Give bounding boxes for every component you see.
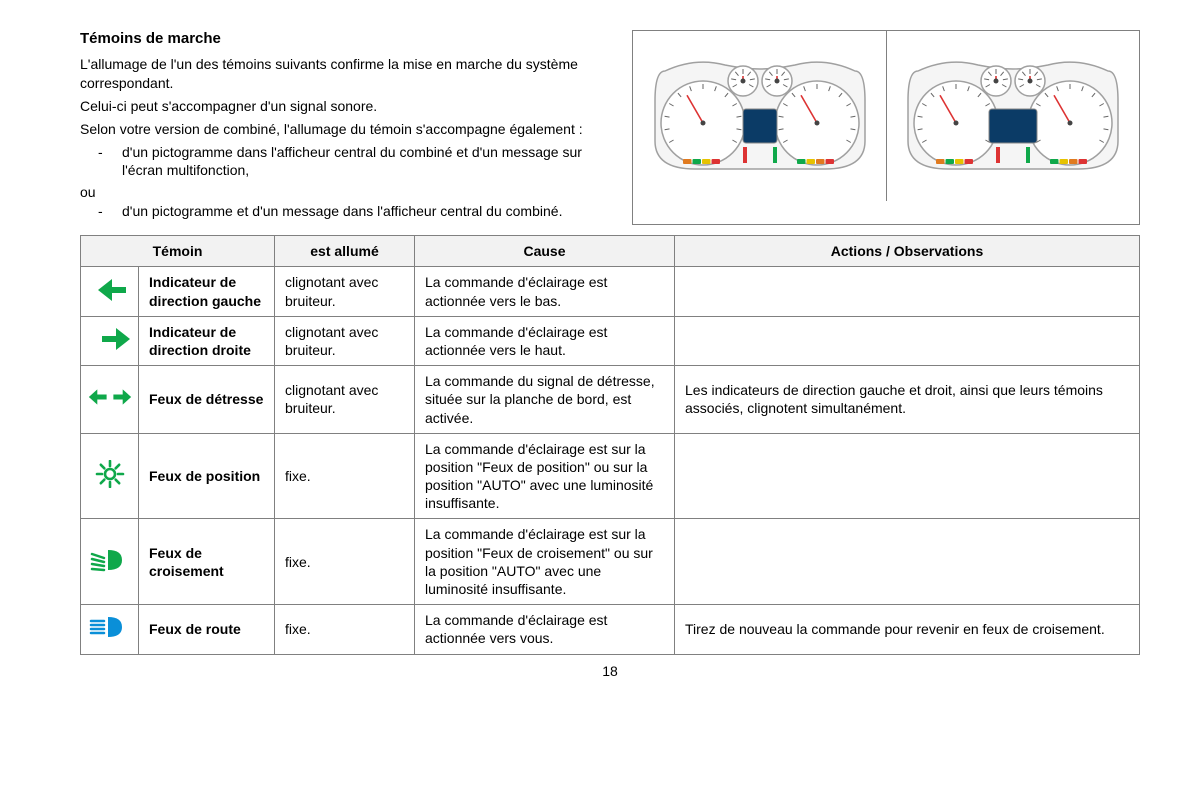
table-row: Feux de croisement fixe. La commande d'é…	[81, 519, 1140, 605]
indicator-state: fixe.	[275, 433, 415, 519]
indicator-action	[675, 519, 1140, 605]
intro-p2: Celui-ci peut s'accompagner d'un signal …	[80, 97, 612, 116]
col-cause: Cause	[415, 236, 675, 267]
indicator-name: Feux de croisement	[139, 519, 275, 605]
intro-p3: Selon votre version de combiné, l'alluma…	[80, 120, 612, 139]
indicator-name: Indicateur de direction gauche	[139, 267, 275, 316]
intro-ou: ou	[80, 184, 612, 200]
indicator-icon	[81, 519, 139, 605]
indicator-state: clignotant avec bruiteur.	[275, 267, 415, 316]
indicator-cause: La commande d'éclairage est actionnée ve…	[415, 605, 675, 654]
table-row: Feux de route fixe. La commande d'éclair…	[81, 605, 1140, 654]
intro-p1: L'allumage de l'un des témoins suivants …	[80, 55, 612, 93]
indicator-name: Feux de route	[139, 605, 275, 654]
indicator-cause: La commande d'éclairage est sur la posit…	[415, 519, 675, 605]
indicator-action	[675, 316, 1140, 365]
indicator-name: Feux de détresse	[139, 366, 275, 434]
page-number: 18	[80, 663, 1140, 679]
indicator-cause: La commande du signal de détresse, situé…	[415, 366, 675, 434]
indicator-state: clignotant avec bruiteur.	[275, 316, 415, 365]
indicator-table: Témoin est allumé Cause Actions / Observ…	[80, 235, 1140, 654]
indicator-icon	[81, 316, 139, 365]
indicator-state: fixe.	[275, 605, 415, 654]
indicator-name: Indicateur de direction droite	[139, 316, 275, 365]
col-actions: Actions / Observations	[675, 236, 1140, 267]
indicator-icon	[81, 433, 139, 519]
indicator-name: Feux de position	[139, 433, 275, 519]
indicator-icon	[81, 267, 139, 316]
indicator-action: Les indicateurs de direction gauche et d…	[675, 366, 1140, 434]
indicator-icon	[81, 605, 139, 654]
col-est-allume: est allumé	[275, 236, 415, 267]
table-row: Feux de position fixe. La commande d'écl…	[81, 433, 1140, 519]
table-row: Feux de détresse clignotant avec bruiteu…	[81, 366, 1140, 434]
indicator-icon	[81, 366, 139, 434]
intro-text: Témoins de marche L'allumage de l'un des…	[80, 30, 612, 225]
instrument-figures	[632, 30, 1140, 225]
indicator-action	[675, 267, 1140, 316]
intro-bullet-2: -d'un pictogramme et d'un message dans l…	[98, 202, 612, 221]
section-title: Témoins de marche	[80, 30, 612, 47]
indicator-action	[675, 433, 1140, 519]
indicator-state: fixe.	[275, 519, 415, 605]
indicator-cause: La commande d'éclairage est actionnée ve…	[415, 267, 675, 316]
intro-bullet-1: -d'un pictogramme dans l'afficheur centr…	[98, 143, 612, 181]
indicator-cause: La commande d'éclairage est sur la posit…	[415, 433, 675, 519]
table-row: Indicateur de direction gauche clignotan…	[81, 267, 1140, 316]
indicator-cause: La commande d'éclairage est actionnée ve…	[415, 316, 675, 365]
indicator-state: clignotant avec bruiteur.	[275, 366, 415, 434]
indicator-action: Tirez de nouveau la commande pour reveni…	[675, 605, 1140, 654]
instrument-cluster-a	[633, 31, 886, 201]
col-temoin: Témoin	[81, 236, 275, 267]
table-row: Indicateur de direction droite clignotan…	[81, 316, 1140, 365]
instrument-cluster-b	[886, 31, 1139, 201]
table-header-row: Témoin est allumé Cause Actions / Observ…	[81, 236, 1140, 267]
